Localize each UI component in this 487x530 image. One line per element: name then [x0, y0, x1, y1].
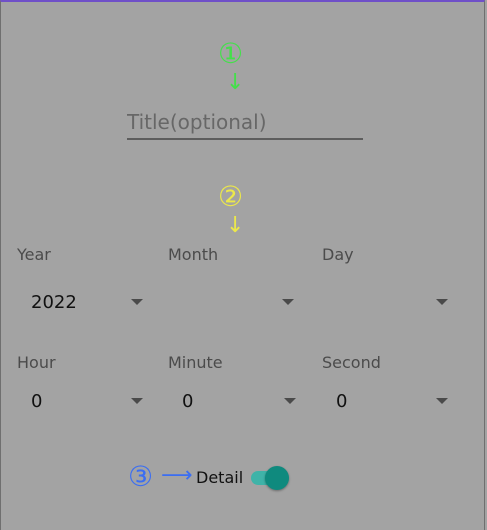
chevron-down-icon: [131, 398, 143, 404]
chevron-down-icon: [436, 398, 448, 404]
chevron-down-icon: [282, 299, 294, 305]
month-label: Month: [168, 245, 219, 264]
day-select[interactable]: [336, 287, 448, 317]
annotation-arrow-down-2: ↓: [226, 213, 245, 238]
detail-toggle[interactable]: [251, 464, 291, 492]
annotation-arrow-right-3: ⟶: [161, 463, 193, 488]
second-value: 0: [336, 390, 348, 412]
minute-select[interactable]: 0: [182, 386, 296, 416]
hour-select[interactable]: 0: [31, 386, 143, 416]
chevron-down-icon: [131, 299, 143, 305]
month-select[interactable]: [182, 287, 294, 317]
minute-value: 0: [182, 390, 194, 412]
annotation-arrow-down-1: ↓: [226, 70, 245, 95]
chevron-down-icon: [436, 299, 448, 305]
annotation-marker-1: ①: [218, 37, 244, 70]
chevron-down-icon: [284, 398, 296, 404]
day-label: Day: [322, 245, 354, 264]
year-label: Year: [17, 245, 51, 264]
annotation-marker-3: ③: [128, 460, 154, 493]
year-select[interactable]: 2022: [31, 287, 143, 317]
annotation-marker-2: ②: [218, 180, 244, 213]
second-label: Second: [322, 353, 381, 372]
second-select[interactable]: 0: [336, 386, 448, 416]
detail-label: Detail: [196, 468, 244, 487]
minute-label: Minute: [168, 353, 223, 372]
hour-label: Hour: [17, 353, 56, 372]
year-value: 2022: [31, 291, 77, 313]
toggle-thumb: [265, 466, 289, 490]
hour-value: 0: [31, 390, 43, 412]
title-input[interactable]: [127, 106, 363, 140]
